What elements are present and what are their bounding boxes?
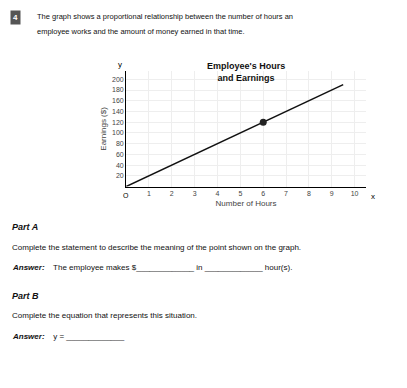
svg-text:9: 9	[330, 190, 334, 197]
svg-text:1: 1	[147, 190, 151, 197]
svg-text:20: 20	[116, 172, 124, 179]
svg-text:Part B: Part B	[12, 291, 39, 301]
svg-text:10: 10	[351, 190, 359, 197]
svg-text:180: 180	[112, 86, 124, 93]
svg-text:200: 200	[112, 76, 124, 83]
svg-text:employee works and the amount: employee works and the amount of money e…	[37, 27, 245, 36]
svg-text:y: y	[118, 60, 122, 69]
svg-text:5: 5	[238, 190, 242, 197]
svg-text:Number of Hours: Number of Hours	[216, 199, 277, 208]
svg-text:40: 40	[116, 162, 124, 169]
svg-text:80: 80	[116, 140, 124, 147]
svg-text:160: 160	[112, 97, 124, 104]
svg-text:y = _____________: y = _____________	[51, 332, 125, 341]
svg-text:4: 4	[13, 13, 18, 22]
svg-text:8: 8	[307, 190, 311, 197]
svg-text:Complete the statement to desc: Complete the statement to describe the m…	[12, 243, 301, 252]
svg-text:Answer:: Answer:	[12, 263, 45, 272]
svg-text:100: 100	[112, 129, 124, 136]
svg-text:7: 7	[284, 190, 288, 197]
svg-text:The employee makes $__________: The employee makes $_____________ in ___…	[51, 263, 292, 272]
svg-text:Complete the equation that rep: Complete the equation that represents th…	[12, 311, 197, 320]
svg-text:Earnings ($): Earnings ($)	[99, 107, 108, 151]
svg-text:x: x	[371, 192, 375, 201]
svg-text:6: 6	[261, 190, 265, 197]
svg-text:Answer:: Answer:	[12, 332, 45, 341]
svg-text:140: 140	[112, 108, 124, 115]
svg-text:The graph shows a proportional: The graph shows a proportional relations…	[37, 12, 293, 21]
svg-text:4: 4	[216, 190, 220, 197]
svg-text:2: 2	[170, 190, 174, 197]
svg-text:Employee's Hoursand Earnings: Employee's Hoursand Earnings	[207, 61, 285, 83]
svg-text:3: 3	[193, 190, 197, 197]
svg-text:60: 60	[116, 151, 124, 158]
svg-text:Part A: Part A	[12, 222, 38, 232]
svg-text:120: 120	[112, 119, 124, 126]
svg-text:O: O	[123, 192, 129, 199]
